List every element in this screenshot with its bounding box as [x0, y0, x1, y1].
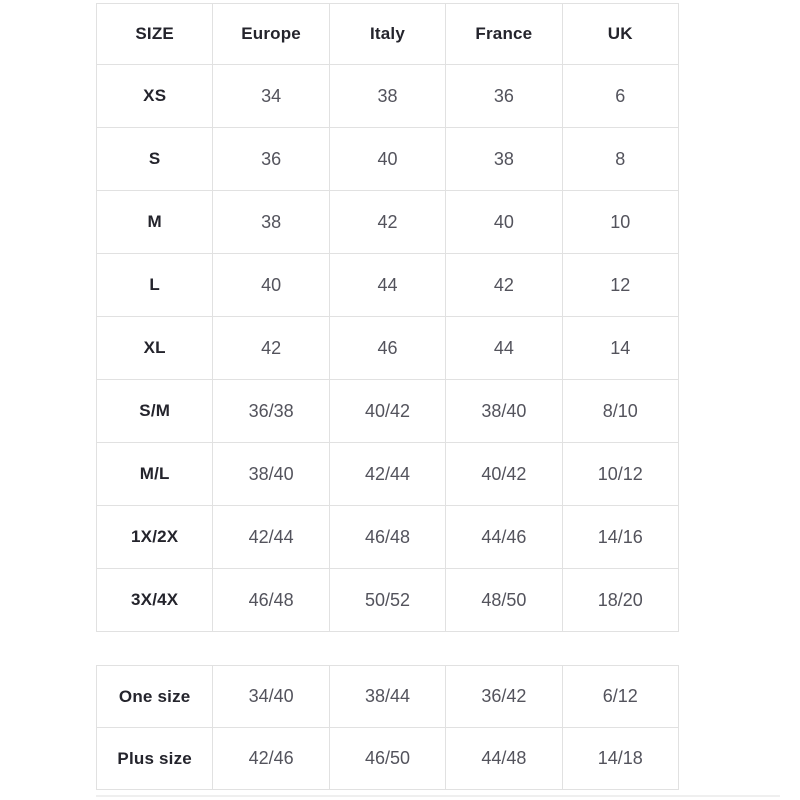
row-label: 1X/2X [95, 505, 214, 569]
size-value-cell: 48/50 [445, 568, 563, 632]
size-chart-tables: SIZE Europe Italy France UK XS 34 38 36 6 S 36 40 38… [95, 3, 680, 790]
size-value-cell: 14/16 [561, 505, 680, 569]
special-table-body: One size 34/40 38/44 36/42 6/12 Plus size 42/4… [95, 665, 680, 790]
size-conversion-table: SIZE Europe Italy France UK XS 34 38 36 6 S 36 40 38… [95, 3, 680, 632]
size-value-cell: 38/40 [212, 442, 330, 506]
table-row: One size 34/40 38/44 36/42 6/12 [95, 665, 680, 728]
table-row: 3X/4X 46/48 50/52 48/50 18/20 [95, 568, 680, 632]
size-value-cell: 10 [561, 190, 680, 254]
size-value-cell: 46/48 [212, 568, 330, 632]
table-row: L 40 44 42 12 [95, 253, 680, 317]
size-table-body: XS 34 38 36 6 S 36 40 38 8 M 38 42 40 10 L 40 44 42 12 XL 42 4… [95, 64, 680, 632]
size-value-cell: 36/42 [445, 665, 563, 728]
size-value-cell: 36/38 [212, 379, 330, 443]
size-value-cell: 42 [212, 316, 330, 380]
size-value-cell: 46/50 [328, 727, 447, 790]
size-value-cell: 36 [212, 127, 330, 191]
size-value-cell: 38 [328, 64, 447, 128]
table-row: XL 42 46 44 14 [95, 316, 680, 380]
row-label: One size [95, 665, 214, 728]
size-value-cell: 18/20 [561, 568, 680, 632]
size-value-cell: 42 [445, 253, 563, 317]
size-value-cell: 42/44 [328, 442, 447, 506]
column-header: SIZE [95, 3, 214, 65]
size-value-cell: 44/46 [445, 505, 563, 569]
column-header: France [445, 3, 563, 65]
column-header: UK [561, 3, 680, 65]
table-row: 1X/2X 42/44 46/48 44/46 14/16 [95, 505, 680, 569]
table-row: S 36 40 38 8 [95, 127, 680, 191]
size-value-cell: 14/18 [561, 727, 680, 790]
row-label: S [95, 127, 214, 191]
size-value-cell: 44 [328, 253, 447, 317]
size-value-cell: 50/52 [328, 568, 447, 632]
row-label: S/M [95, 379, 214, 443]
size-value-cell: 46/48 [328, 505, 447, 569]
size-value-cell: 8/10 [561, 379, 680, 443]
column-header: Europe [212, 3, 330, 65]
size-value-cell: 46 [328, 316, 447, 380]
size-value-cell: 40 [328, 127, 447, 191]
row-label: 3X/4X [95, 568, 214, 632]
row-label: M [95, 190, 214, 254]
size-value-cell: 44/48 [445, 727, 563, 790]
size-value-cell: 6/12 [561, 665, 680, 728]
size-value-cell: 42/46 [212, 727, 330, 790]
size-value-cell: 12 [561, 253, 680, 317]
row-label: XL [95, 316, 214, 380]
size-value-cell: 34 [212, 64, 330, 128]
table-row: M/L 38/40 42/44 40/42 10/12 [95, 442, 680, 506]
size-value-cell: 44 [445, 316, 563, 380]
size-value-cell: 42 [328, 190, 447, 254]
size-value-cell: 6 [561, 64, 680, 128]
size-value-cell: 40/42 [328, 379, 447, 443]
size-value-cell: 38 [212, 190, 330, 254]
special-sizes-table: One size 34/40 38/44 36/42 6/12 Plus size 42/4… [95, 665, 680, 790]
size-value-cell: 42/44 [212, 505, 330, 569]
table-row: M 38 42 40 10 [95, 190, 680, 254]
size-value-cell: 40 [445, 190, 563, 254]
size-value-cell: 10/12 [561, 442, 680, 506]
row-label: XS [95, 64, 214, 128]
size-table-header-row: SIZE Europe Italy France UK [95, 3, 680, 65]
row-label: M/L [95, 442, 214, 506]
table-row: Plus size 42/46 46/50 44/48 14/18 [95, 727, 680, 790]
column-header: Italy [328, 3, 447, 65]
row-label: Plus size [95, 727, 214, 790]
row-label: L [95, 253, 214, 317]
size-value-cell: 40 [212, 253, 330, 317]
table-row: S/M 36/38 40/42 38/40 8/10 [95, 379, 680, 443]
page-bottom-divider [96, 795, 780, 797]
size-value-cell: 38 [445, 127, 563, 191]
size-value-cell: 40/42 [445, 442, 563, 506]
size-value-cell: 8 [561, 127, 680, 191]
size-value-cell: 34/40 [212, 665, 330, 728]
size-table-head: SIZE Europe Italy France UK [95, 3, 680, 65]
size-value-cell: 14 [561, 316, 680, 380]
table-row: XS 34 38 36 6 [95, 64, 680, 128]
size-value-cell: 38/44 [328, 665, 447, 728]
size-value-cell: 38/40 [445, 379, 563, 443]
size-value-cell: 36 [445, 64, 563, 128]
